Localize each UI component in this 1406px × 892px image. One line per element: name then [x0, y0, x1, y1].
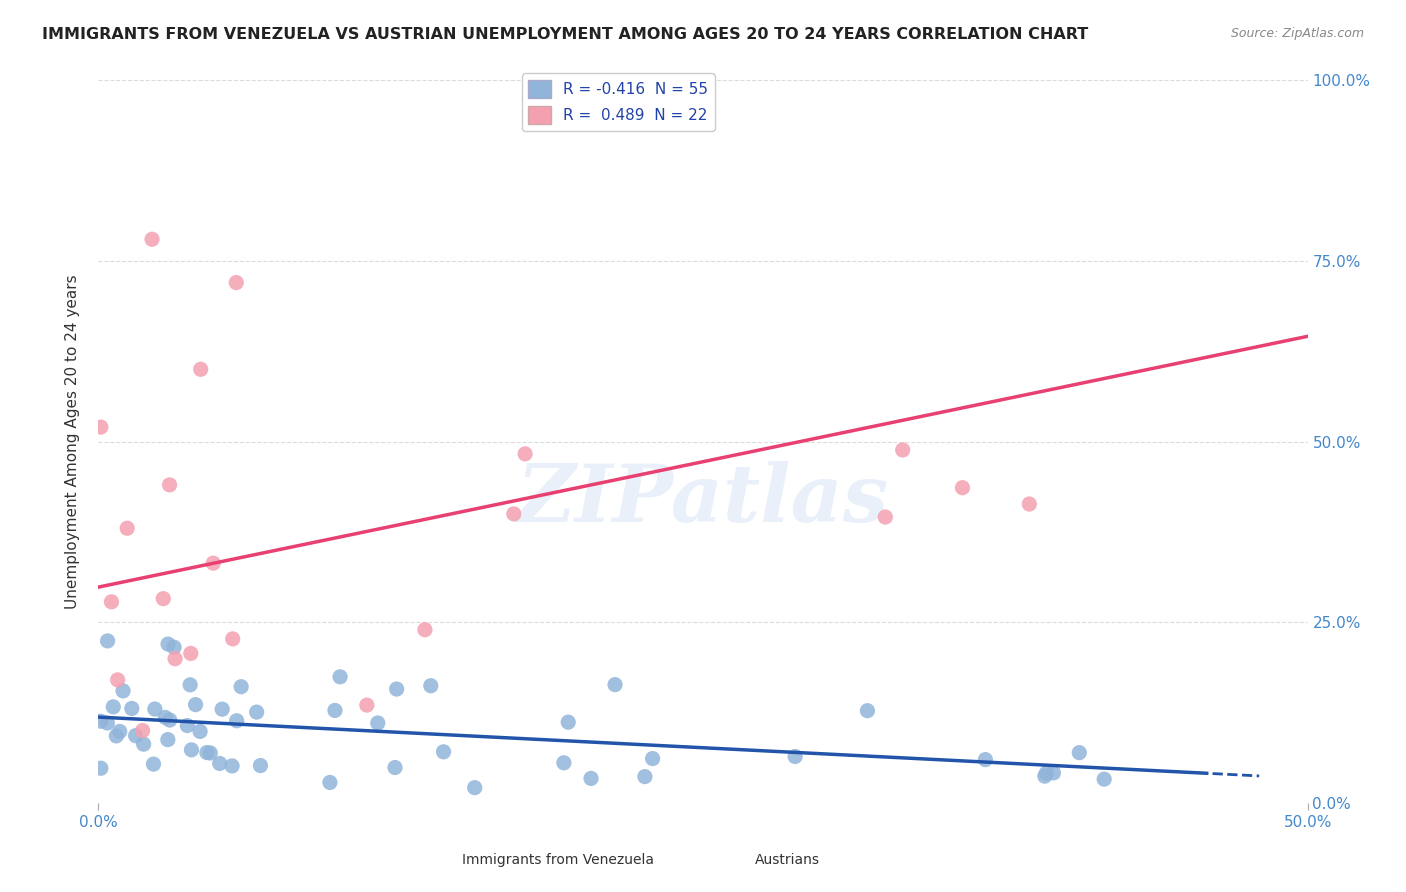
Point [603, 678, 626, 692]
Point [195, 746, 218, 760]
Point [142, 757, 165, 772]
Point [188, 724, 211, 739]
Point [107, 673, 129, 687]
Point [323, 703, 346, 717]
Point [785, 749, 807, 764]
Point [553, 756, 575, 770]
Point [225, 714, 247, 728]
Point [180, 743, 202, 757]
Point [249, 758, 271, 772]
Point [153, 710, 176, 724]
Point [385, 681, 408, 696]
Point [202, 556, 225, 570]
Point [200, 746, 222, 760]
Point [132, 737, 155, 751]
Point [502, 507, 524, 521]
Point [557, 715, 579, 730]
Point [157, 637, 180, 651]
Point [856, 704, 879, 718]
Point [208, 756, 231, 771]
Point [190, 362, 212, 376]
Point [464, 780, 486, 795]
Y-axis label: Unemployment Among Ages 20 to 24 years: Unemployment Among Ages 20 to 24 years [65, 274, 80, 609]
Point [356, 698, 378, 712]
Point [231, 680, 253, 694]
Text: Austrians: Austrians [755, 854, 820, 867]
FancyBboxPatch shape [703, 847, 724, 864]
Point [246, 705, 269, 719]
Point [211, 702, 233, 716]
Point [413, 623, 436, 637]
Point [419, 679, 441, 693]
Legend: R = -0.416  N = 55, R =  0.489  N = 22: R = -0.416 N = 55, R = 0.489 N = 22 [522, 73, 714, 130]
Point [329, 670, 352, 684]
Point [1033, 769, 1056, 783]
Point [179, 678, 201, 692]
Point [319, 775, 342, 789]
Point [875, 510, 897, 524]
Point [1092, 772, 1115, 786]
Point [184, 698, 207, 712]
Point [367, 716, 389, 731]
Point [891, 442, 914, 457]
Point [1042, 765, 1064, 780]
Point [143, 702, 166, 716]
Point [97, 633, 120, 648]
Point [156, 732, 179, 747]
FancyBboxPatch shape [479, 847, 501, 864]
Point [1018, 497, 1040, 511]
Point [1035, 766, 1057, 780]
Point [115, 521, 138, 535]
Point [96, 716, 118, 731]
Point [108, 724, 131, 739]
Point [165, 651, 187, 665]
Point [141, 232, 163, 246]
Text: IMMIGRANTS FROM VENEZUELA VS AUSTRIAN UNEMPLOYMENT AMONG AGES 20 TO 24 YEARS COR: IMMIGRANTS FROM VENEZUELA VS AUSTRIAN UN… [42, 27, 1088, 42]
Text: Source: ZipAtlas.com: Source: ZipAtlas.com [1230, 27, 1364, 40]
Point [225, 276, 247, 290]
Text: Immigrants from Venezuela: Immigrants from Venezuela [463, 854, 654, 867]
Point [641, 751, 664, 765]
Point [974, 753, 997, 767]
Point [432, 745, 454, 759]
Point [159, 478, 181, 492]
Point [90, 420, 112, 434]
Point [579, 772, 602, 786]
Point [180, 647, 202, 661]
Point [112, 684, 135, 698]
Point [176, 718, 198, 732]
Point [952, 481, 974, 495]
Point [152, 591, 174, 606]
Point [634, 770, 657, 784]
Point [105, 729, 128, 743]
Point [513, 447, 536, 461]
Point [1069, 746, 1091, 760]
Point [103, 699, 125, 714]
Point [131, 723, 153, 738]
Text: ZIPatlas: ZIPatlas [517, 460, 889, 538]
Point [221, 759, 243, 773]
Point [90, 714, 112, 729]
Point [159, 713, 181, 727]
Point [121, 701, 143, 715]
Point [384, 760, 406, 774]
Point [222, 632, 245, 646]
Point [163, 640, 186, 655]
Point [100, 595, 122, 609]
Point [90, 761, 112, 775]
Point [124, 729, 146, 743]
